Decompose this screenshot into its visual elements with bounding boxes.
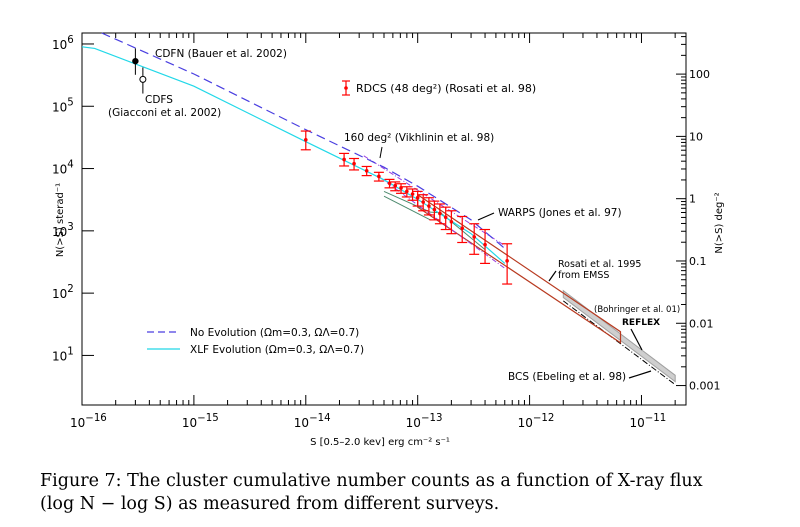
x-tick-label: 10−13 [406,413,443,430]
y2-tick-label: 0.1 [689,255,707,268]
y2-tick-label: 0.001 [689,380,721,393]
vikhlinin-arrow [379,146,383,159]
rdcs-point [460,226,465,231]
annotation-bcs: BCS (Ebeling et al. 98) [508,371,626,383]
figure-caption: Figure 7: The cluster cumulative number … [40,470,760,516]
emss-arrow [548,270,557,282]
annotation-cdfn: CDFN (Bauer et al. 2002) [155,48,287,60]
annotation-emss-ref: from EMSS [558,270,609,281]
warps-upper-line [383,190,486,250]
rdcs-point [505,259,509,263]
y-tick-label: 106 [52,35,74,52]
y2-tick-label: 0.01 [689,317,714,330]
annotation-vikhlinin: 160 deg² (Vikhlinin et al. 98) [344,132,494,144]
annotation-reflex: REFLEX [622,318,660,328]
lognlogs-chart: 10−16 10−15 10−14 10−13 10−12 10−11 106 105 104 1… [52,32,725,448]
legend-no-evolution-label: No Evolution (Ωm=0.3, ΩΛ=0.7) [190,327,359,339]
y2-tick-label: 100 [689,68,710,81]
x-tick-label: 10−11 [629,413,666,430]
annotation-emss: Rosati et al. 1995 [558,259,641,270]
reflex-arrow [630,328,643,351]
legend-xlf-evolution-label: XLF Evolution (Ωm=0.3, ΩΛ=0.7) [190,344,364,356]
caption-line-2: (log N − log S) as measured from differe… [40,494,500,514]
y-axis-title: N(>S) sterad⁻¹ [55,183,66,257]
rdcs-point [405,189,409,194]
annotation-rdcs: RDCS (48 deg²) (Rosati et al. 98) [356,82,536,95]
rdcs-point [438,211,442,216]
vikhlinin-lower-line [378,176,506,269]
rdcs-point [472,235,477,239]
y2-axis-title: N(>S) deg⁻² [714,192,725,253]
rdcs-point [415,195,420,200]
y-tick-label: 103 [52,222,74,239]
rdcs-point [449,219,454,224]
annotation-cdfs: CDFS [145,94,173,106]
rdcs-point [443,215,448,220]
annotation-cdfs-ref: (Giacconi et al. 2002) [108,107,221,119]
y-tick-label: 101 [52,346,74,363]
rdcs-point [393,183,398,188]
x-tick-label: 10−16 [70,413,107,430]
y-tick-label: 102 [52,284,74,301]
y2-tick-label: 1 [689,193,696,206]
rdcs-point [427,204,431,208]
rdcs-point [432,207,437,212]
rdcs-point [364,169,369,173]
rdcs-point [352,161,356,166]
cdfn-point [132,57,139,65]
rdcs-point [410,192,415,196]
warps-arrow [477,212,495,221]
reflex-band [562,289,676,383]
rdcs-point [342,157,346,162]
rdcs-point [377,174,381,179]
rdcs-legend-point [344,86,348,90]
y2-tick-label: 10 [689,130,703,143]
annotation-warps: WARPS (Jones et al. 97) [498,207,622,219]
x-tick-label: 10−15 [182,413,219,430]
y-tick-label: 105 [52,97,74,114]
cdfs-point [139,75,147,83]
no-evolution-line [101,32,506,249]
x-axis-title: S [0.5–2.0 kev] erg cm⁻² s⁻¹ [310,437,450,448]
rdcs-point [421,200,425,204]
x-tick-label: 10−14 [294,413,331,430]
bcs-line [563,300,676,386]
rdcs-point [303,137,308,142]
annotation-reflex-ref: (Bohringer et al. 01) [594,305,680,315]
x-tick-label: 10−12 [518,413,555,430]
bcs-arrow [628,370,652,379]
warps-lower-line [383,195,431,221]
caption-line-1: Figure 7: The cluster cumulative number … [40,471,703,491]
rdcs-point [483,242,487,247]
y-tick-label: 104 [52,160,74,177]
